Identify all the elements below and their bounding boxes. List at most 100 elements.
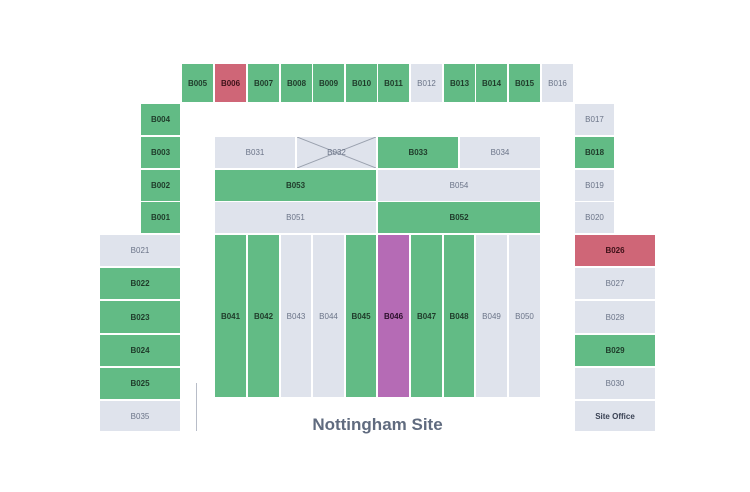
unit-b002[interactable]: B002 bbox=[140, 169, 181, 202]
unit-b044[interactable]: B044 bbox=[312, 234, 345, 398]
site-gate bbox=[196, 383, 197, 431]
unit-label: B008 bbox=[286, 78, 307, 88]
unit-b015[interactable]: B015 bbox=[508, 63, 541, 103]
unit-label: B022 bbox=[130, 279, 150, 288]
unit-b009[interactable]: B009 bbox=[312, 63, 345, 103]
unit-b020[interactable]: B020 bbox=[574, 201, 615, 234]
unit-label: B005 bbox=[187, 78, 208, 88]
unit-b031[interactable]: B031 bbox=[214, 136, 296, 169]
unit-label: B030 bbox=[605, 379, 625, 388]
unit-label: B016 bbox=[548, 78, 567, 88]
unit-b032[interactable]: B032 bbox=[296, 136, 377, 169]
unit-label: B015 bbox=[514, 78, 535, 88]
unit-b042[interactable]: B042 bbox=[247, 234, 280, 398]
unit-b018[interactable]: B018 bbox=[574, 136, 615, 169]
unit-label: B017 bbox=[585, 115, 604, 124]
unit-b047[interactable]: B047 bbox=[410, 234, 443, 398]
unit-label: B028 bbox=[605, 312, 625, 322]
unit-label: B054 bbox=[449, 181, 469, 190]
unit-label: B035 bbox=[130, 411, 150, 421]
unit-label: B031 bbox=[245, 148, 265, 157]
unit-b014[interactable]: B014 bbox=[475, 63, 508, 103]
unit-label: B049 bbox=[482, 311, 501, 321]
unit-b041[interactable]: B041 bbox=[214, 234, 247, 398]
unit-b029[interactable]: B029 bbox=[574, 334, 656, 367]
unit-label: B048 bbox=[449, 311, 469, 321]
unit-label: B046 bbox=[383, 311, 404, 321]
unit-label: B047 bbox=[416, 311, 437, 321]
unit-b017[interactable]: B017 bbox=[574, 103, 615, 136]
unit-b026[interactable]: B026 bbox=[574, 234, 656, 267]
unit-label: B019 bbox=[585, 181, 604, 190]
unit-b052[interactable]: B052 bbox=[377, 201, 541, 234]
unit-label: B009 bbox=[318, 78, 339, 88]
unit-label: B053 bbox=[285, 181, 306, 190]
unit-b048[interactable]: B048 bbox=[443, 234, 475, 398]
unit-label: B010 bbox=[351, 78, 372, 88]
unit-label: B014 bbox=[481, 78, 502, 88]
unit-b022[interactable]: B022 bbox=[99, 267, 181, 300]
unit-label: B033 bbox=[408, 148, 428, 157]
unit-b003[interactable]: B003 bbox=[140, 136, 181, 169]
unit-b008[interactable]: B008 bbox=[280, 63, 313, 103]
unit-b043[interactable]: B043 bbox=[280, 234, 312, 398]
unit-label: B044 bbox=[319, 311, 338, 321]
unit-label: B050 bbox=[515, 311, 534, 321]
unit-label: B026 bbox=[605, 246, 625, 255]
unit-b050[interactable]: B050 bbox=[508, 234, 541, 398]
unit-label: B021 bbox=[130, 246, 150, 255]
unit-b025[interactable]: B025 bbox=[99, 367, 181, 400]
unit-b035[interactable]: B035 bbox=[99, 400, 181, 432]
unit-b053[interactable]: B053 bbox=[214, 169, 377, 202]
unit-b051[interactable]: B051 bbox=[214, 201, 377, 234]
unit-b030[interactable]: B030 bbox=[574, 367, 656, 400]
site-title: Nottingham Site bbox=[312, 415, 443, 434]
unavailable-cross-icon bbox=[297, 137, 376, 168]
unit-label: B006 bbox=[220, 78, 241, 88]
unit-label: B018 bbox=[584, 148, 605, 157]
unit-label: B051 bbox=[286, 213, 305, 222]
unit-label: B012 bbox=[417, 78, 436, 88]
unit-b005[interactable]: B005 bbox=[181, 63, 214, 103]
unit-label: B029 bbox=[605, 346, 625, 355]
unit-b007[interactable]: B007 bbox=[247, 63, 280, 103]
unit-label: B001 bbox=[150, 213, 171, 222]
unit-b019[interactable]: B019 bbox=[574, 169, 615, 202]
unit-label: B007 bbox=[253, 78, 274, 88]
unit-b013[interactable]: B013 bbox=[443, 63, 476, 103]
unit-label: B023 bbox=[130, 312, 150, 322]
unit-site-office[interactable]: Site Office bbox=[574, 400, 656, 432]
unit-b049[interactable]: B049 bbox=[475, 234, 508, 398]
unit-label: B034 bbox=[490, 148, 510, 157]
unit-b045[interactable]: B045 bbox=[345, 234, 377, 398]
unit-b021[interactable]: B021 bbox=[99, 234, 181, 267]
unit-b011[interactable]: B011 bbox=[377, 63, 410, 103]
unit-b034[interactable]: B034 bbox=[459, 136, 541, 169]
unit-label: B013 bbox=[449, 78, 470, 88]
unit-b027[interactable]: B027 bbox=[574, 267, 656, 300]
unit-b004[interactable]: B004 bbox=[140, 103, 181, 136]
unit-label: B041 bbox=[220, 311, 241, 321]
unit-label: B004 bbox=[150, 115, 171, 124]
unit-label: B024 bbox=[130, 346, 150, 355]
unit-b033[interactable]: B033 bbox=[377, 136, 459, 169]
unit-label: B052 bbox=[449, 213, 469, 222]
unit-b010[interactable]: B010 bbox=[345, 63, 378, 103]
unit-b024[interactable]: B024 bbox=[99, 334, 181, 367]
unit-b023[interactable]: B023 bbox=[99, 300, 181, 334]
unit-label: B042 bbox=[253, 311, 274, 321]
unit-label: B002 bbox=[150, 181, 171, 190]
unit-label: B045 bbox=[351, 311, 371, 321]
unit-b001[interactable]: B001 bbox=[140, 201, 181, 234]
unit-label: B011 bbox=[384, 78, 403, 88]
unit-b012[interactable]: B012 bbox=[410, 63, 443, 103]
unit-b006[interactable]: B006 bbox=[214, 63, 247, 103]
unit-label: B027 bbox=[605, 279, 625, 288]
unit-label: B032 bbox=[327, 148, 346, 157]
unit-b028[interactable]: B028 bbox=[574, 300, 656, 334]
unit-b046[interactable]: B046 bbox=[377, 234, 410, 398]
unit-label: B025 bbox=[130, 379, 150, 388]
unit-b054[interactable]: B054 bbox=[377, 169, 541, 202]
unit-b016[interactable]: B016 bbox=[541, 63, 574, 103]
